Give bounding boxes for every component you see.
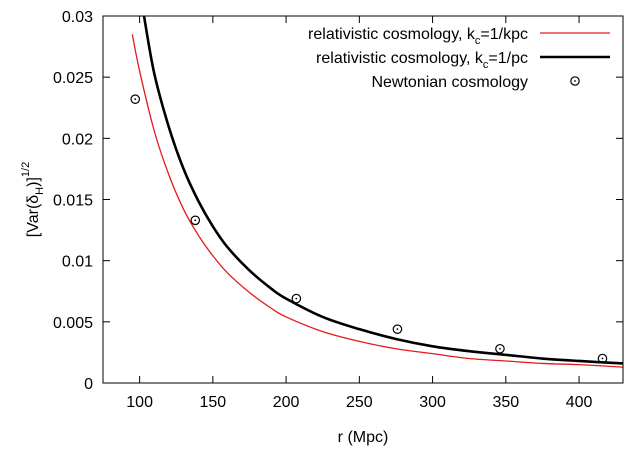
x-axis-label: r (Mpc) [338, 429, 389, 446]
y-tick-label: 0.02 [62, 131, 93, 148]
x-axis-ticks: 100 150 200 250 300 350 400 [126, 16, 593, 411]
x-tick-label: 250 [346, 394, 373, 411]
legend-label-tail: =1/kpc [480, 26, 528, 43]
data-point-center [601, 357, 604, 360]
legend-label-subscript: c [475, 35, 481, 47]
x-tick-label: 350 [492, 394, 519, 411]
series-points [130, 94, 608, 364]
series-line-1 [142, 16, 623, 365]
legend-swatch-point-center [574, 80, 576, 82]
legend-label-tail: =1/pc [488, 50, 528, 67]
y-tick-label: 0.01 [62, 254, 93, 271]
series-curves [131, 16, 623, 368]
y-tick-label: 0.03 [62, 9, 93, 26]
y-tick-label: 0.015 [53, 193, 93, 210]
data-point [291, 293, 302, 304]
legend-label: relativistic cosmology, kc=1/kpc [308, 26, 528, 47]
legend: relativistic cosmology, kc=1/kpcrelativi… [308, 26, 610, 91]
y-tick-label: 0 [84, 376, 93, 393]
legend-label: relativistic cosmology, kc=1/pc [316, 50, 528, 71]
x-tick-label: 300 [419, 394, 446, 411]
x-tick-label: 150 [200, 394, 227, 411]
x-tick-label: 100 [126, 394, 153, 411]
legend-label-base: relativistic cosmology, k [308, 26, 476, 43]
data-point-center [295, 297, 298, 300]
y-tick-label: 0.025 [53, 70, 93, 87]
y-axis-label: [Var(δH)]1/2 [20, 162, 46, 237]
data-point-center [396, 328, 399, 331]
data-point [190, 215, 201, 226]
series-line-0 [131, 34, 623, 368]
x-tick-label: 200 [273, 394, 300, 411]
data-point [597, 353, 608, 364]
y-axis-label-subscript: H [34, 187, 46, 195]
data-point-center [499, 347, 501, 350]
y-axis-label-superscript: 1/2 [20, 162, 32, 177]
legend-label-subscript: c [483, 59, 489, 71]
legend-label-base: Newtonian cosmology [371, 74, 528, 91]
legend-label-base: relativistic cosmology, k [316, 50, 484, 67]
data-point-center [194, 219, 197, 222]
data-point [495, 343, 505, 354]
data-point [392, 324, 403, 334]
data-point [130, 94, 141, 104]
legend-swatch-point [570, 76, 580, 86]
y-tick-label: 0.005 [53, 315, 93, 332]
legend-label: Newtonian cosmology [371, 74, 528, 91]
data-point-center [134, 98, 137, 101]
y-axis-label-tail: )] [25, 177, 42, 187]
y-axis-label-base: [Var(δ [25, 195, 42, 237]
y-axis-ticks: 0 0.005 0.01 0.015 0.02 0.025 0.03 [53, 9, 623, 393]
x-tick-label: 400 [566, 394, 593, 411]
